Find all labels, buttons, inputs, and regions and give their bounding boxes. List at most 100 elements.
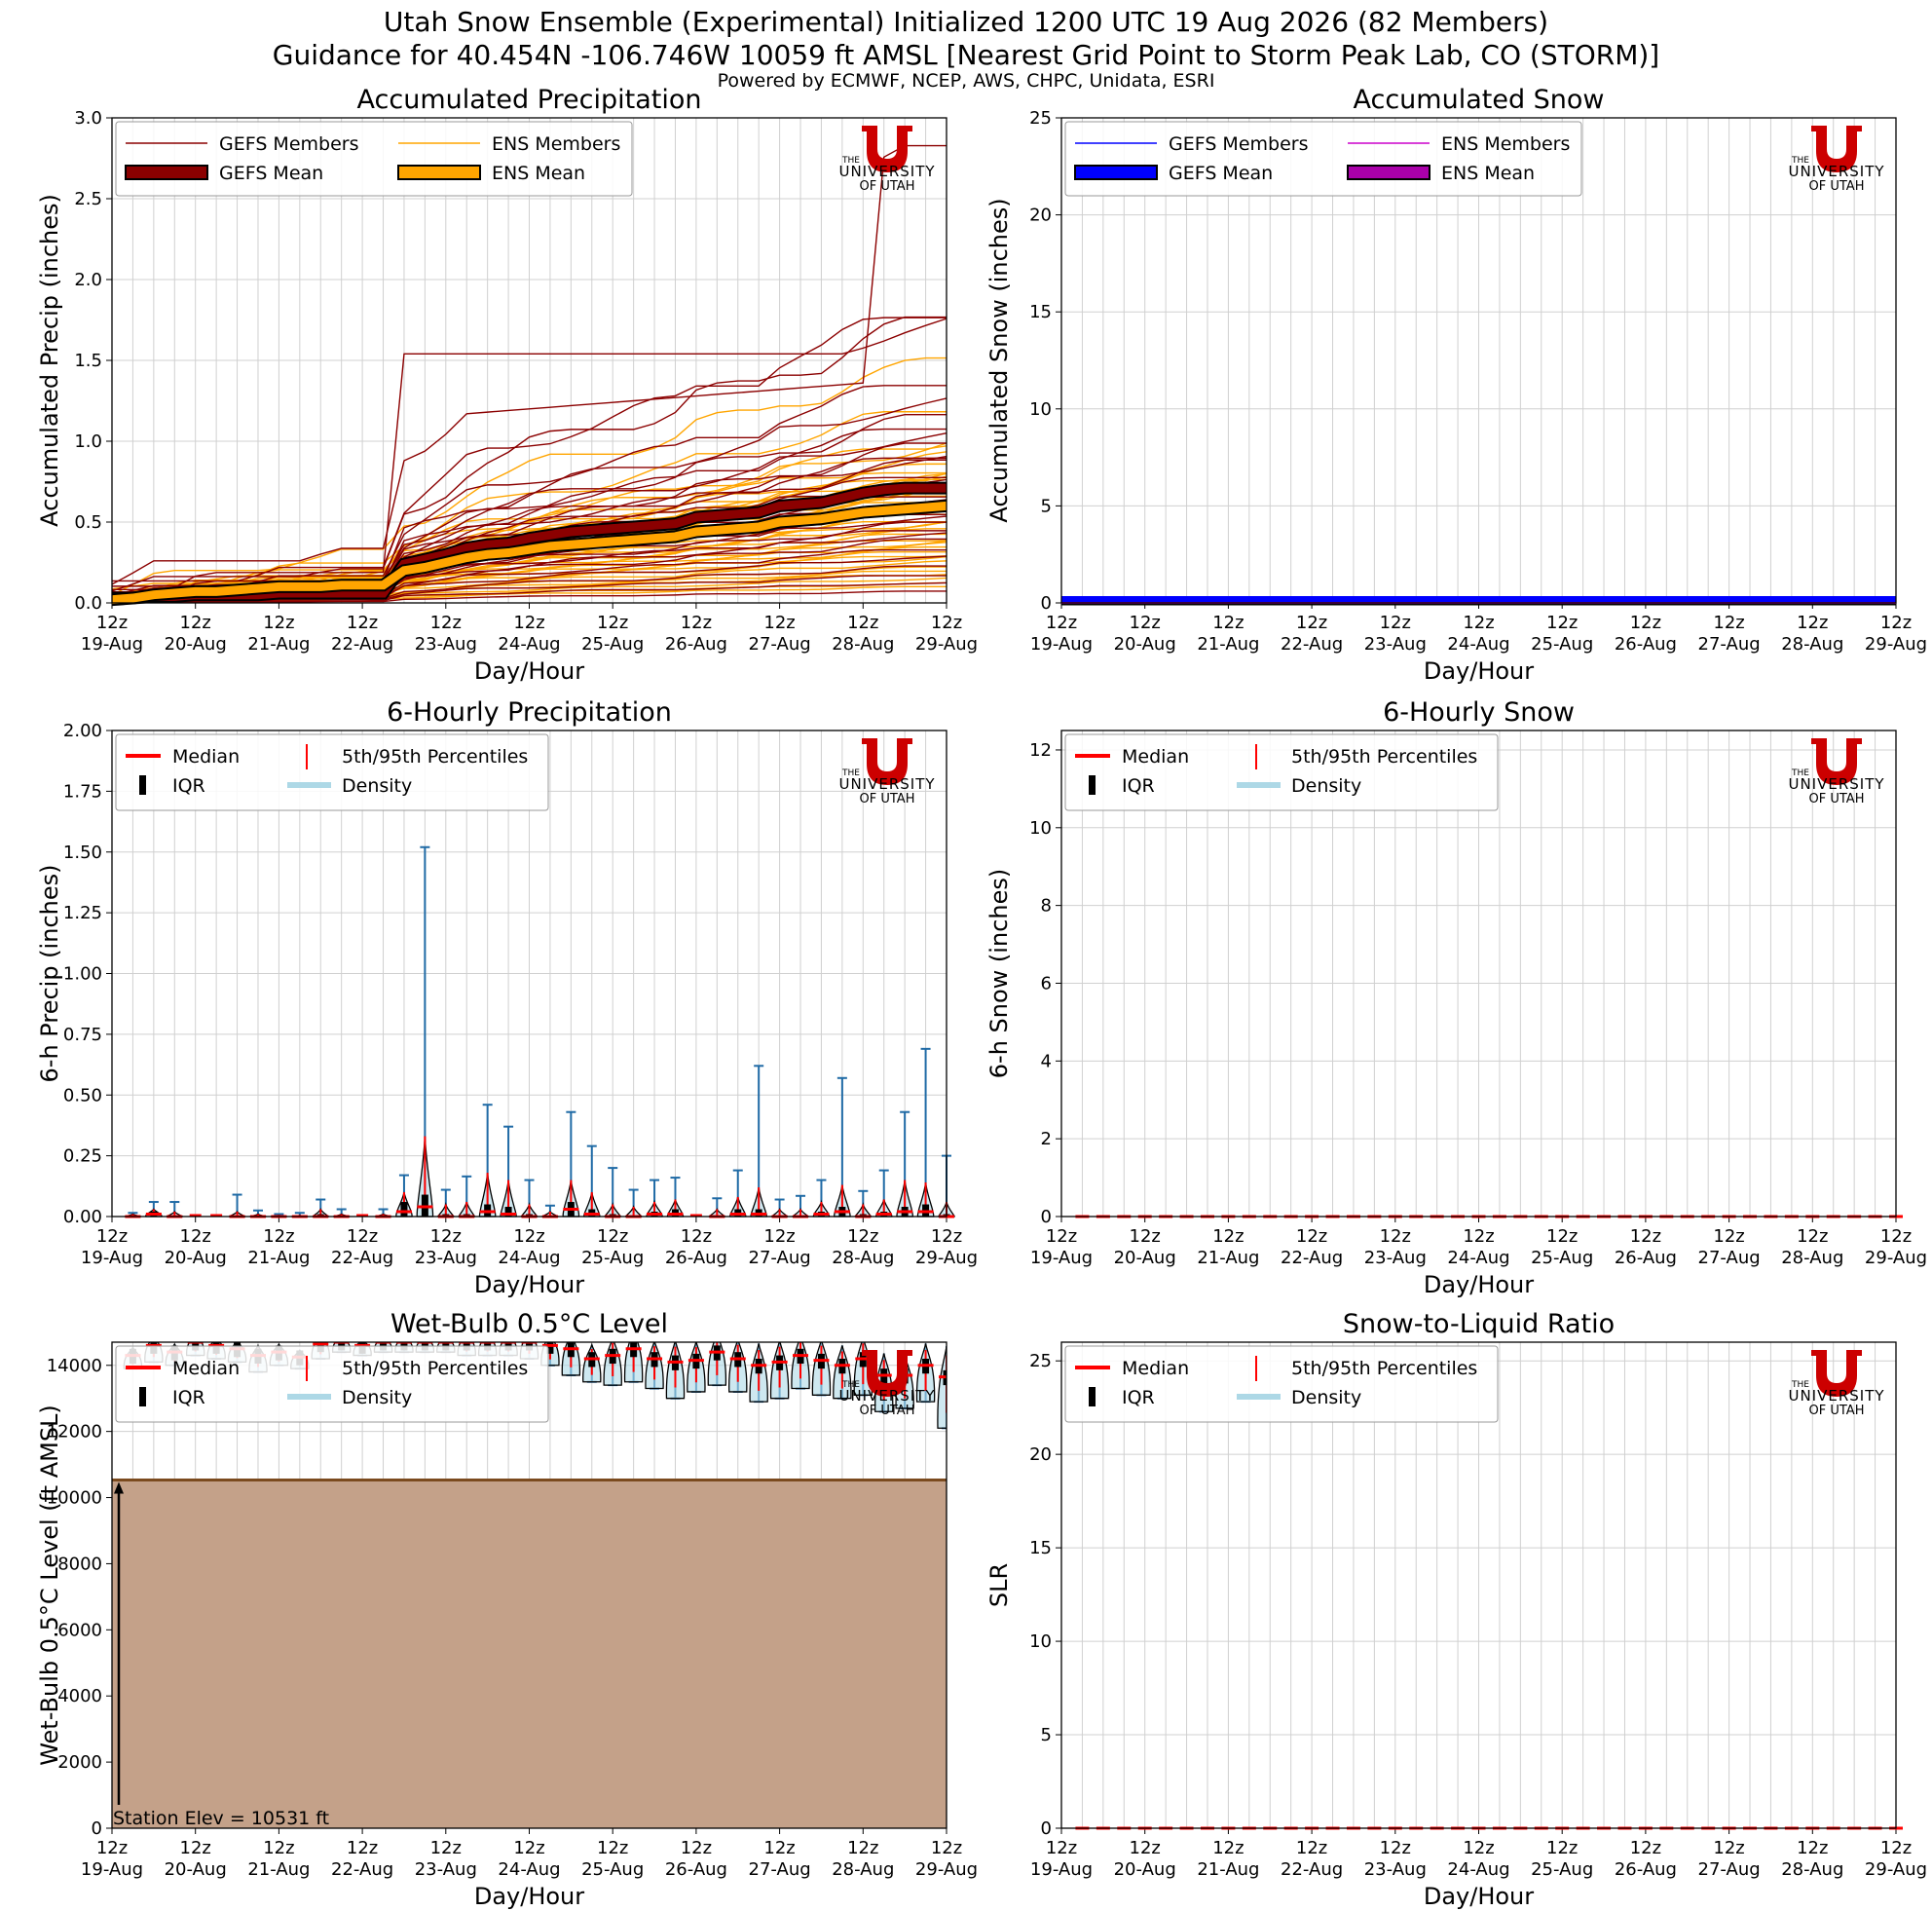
x-tick-day-label: 28-Aug	[832, 1859, 894, 1880]
x-tick-hour-label: 12z	[430, 1226, 462, 1247]
logo-u-mark	[1811, 1350, 1862, 1397]
legend-label: 5th/95th Percentiles	[342, 1358, 528, 1379]
y-tick-label: 8000	[57, 1554, 102, 1574]
x-tick-day-label: 25-Aug	[1531, 634, 1593, 655]
x-tick-hour-label: 12z	[96, 1838, 128, 1858]
x-tick-day-label: 26-Aug	[1615, 1859, 1677, 1880]
x-tick-hour-label: 12z	[1463, 613, 1494, 633]
ens-member-line	[112, 445, 947, 595]
x-tick-hour-label: 12z	[1296, 613, 1327, 633]
logo-u-mark	[862, 738, 912, 785]
x-tick-hour-label: 12z	[1463, 1226, 1494, 1247]
legend-label: Median	[172, 1358, 240, 1379]
x-tick-hour-label: 12z	[180, 1838, 211, 1858]
x-tick-day-label: 28-Aug	[1781, 634, 1843, 655]
y-tick-label: 2.0	[74, 270, 102, 290]
legend-label: 5th/95th Percentiles	[342, 746, 528, 768]
x-tick-hour-label: 12z	[1630, 1226, 1661, 1247]
logo-the: THE	[841, 1380, 860, 1390]
x-tick-day-label: 28-Aug	[832, 1248, 894, 1268]
y-tick-label: 0.75	[63, 1025, 102, 1045]
x-tick-day-label: 23-Aug	[1364, 634, 1427, 655]
x-tick-hour-label: 12z	[1212, 1838, 1244, 1858]
x-tick-day-label: 22-Aug	[1281, 634, 1343, 655]
logo-u-mark	[862, 126, 912, 172]
station-elev-arrowhead	[114, 1481, 124, 1494]
legend: GEFS Members ENS Members GEFS Mean ENS Mean	[1064, 121, 1582, 197]
legend-swatch-iqr	[139, 775, 146, 795]
x-tick-day-label: 26-Aug	[1615, 634, 1677, 655]
legend-label: Median	[172, 746, 240, 768]
y-tick-label: 0	[1041, 593, 1052, 614]
y-tick-label: 0.0	[74, 593, 102, 614]
x-tick-day-label: 22-Aug	[331, 1859, 393, 1880]
x-tick-day-label: 19-Aug	[1030, 634, 1093, 655]
logo-u-mark	[1811, 126, 1862, 172]
panel-title: Snow-to-Liquid Ratio	[1343, 1309, 1615, 1339]
x-tick-day-label: 23-Aug	[415, 1859, 477, 1880]
x-tick-hour-label: 12z	[430, 1838, 462, 1858]
legend-label: ENS Members	[492, 133, 620, 155]
x-tick-hour-label: 12z	[763, 613, 795, 633]
x-tick-hour-label: 12z	[1046, 1226, 1077, 1247]
legend-label: GEFS Members	[1169, 133, 1308, 155]
x-axis-label: Day/Hour	[474, 1883, 584, 1910]
legend-label: GEFS Mean	[219, 163, 323, 184]
y-tick-label: 1.5	[74, 351, 102, 371]
x-tick-day-label: 28-Aug	[832, 634, 894, 655]
y-tick-label: 1.0	[74, 431, 102, 452]
y-tick-label: 10	[1029, 818, 1052, 839]
panel-title: 6-Hourly Precipitation	[387, 697, 672, 728]
x-tick-hour-label: 12z	[1046, 613, 1077, 633]
y-tick-label: 0.50	[63, 1085, 102, 1105]
x-tick-hour-label: 12z	[931, 1838, 962, 1858]
y-tick-label: 2.00	[63, 721, 102, 741]
plot-border	[111, 730, 947, 1218]
x-axis-label: Day/Hour	[1424, 657, 1534, 685]
plot-border	[111, 1341, 947, 1829]
logo-university: UNIVERSITY	[838, 163, 935, 180]
legend-box	[1064, 733, 1499, 811]
figure-title-line2: Guidance for 40.454N -106.746W 10059 ft …	[272, 39, 1660, 71]
ground-fill	[112, 1480, 947, 1828]
x-tick-day-label: 24-Aug	[498, 1859, 560, 1880]
x-tick-day-label: 27-Aug	[1698, 634, 1761, 655]
x-tick-hour-label: 12z	[1880, 1226, 1912, 1247]
x-tick-day-label: 25-Aug	[1531, 1859, 1593, 1880]
plot-border	[1060, 730, 1897, 1218]
x-tick-day-label: 27-Aug	[749, 1859, 811, 1880]
x-axis-label: Day/Hour	[474, 1271, 584, 1298]
legend-label: Median	[1122, 1358, 1189, 1379]
y-tick-label: 3.0	[74, 108, 102, 129]
density-violin	[937, 1345, 947, 1429]
x-tick-hour-label: 12z	[1296, 1838, 1327, 1858]
x-tick-hour-label: 12z	[347, 1226, 378, 1247]
x-tick-day-label: 23-Aug	[415, 634, 477, 655]
legend-label: IQR	[172, 1387, 205, 1408]
y-tick-label: 2000	[57, 1752, 102, 1773]
x-axis-label: Day/Hour	[1424, 1271, 1534, 1298]
legend-box	[1064, 1345, 1499, 1423]
y-tick-label: 2.5	[74, 189, 102, 209]
x-tick-hour-label: 12z	[1797, 1838, 1828, 1858]
x-tick-hour-label: 12z	[931, 613, 962, 633]
x-tick-hour-label: 12z	[96, 1226, 128, 1247]
y-tick-label: 1.50	[63, 843, 102, 863]
legend-box	[115, 733, 549, 811]
ens-mean-line	[111, 501, 947, 605]
logo-u-mark	[1811, 738, 1862, 785]
x-tick-hour-label: 12z	[513, 613, 544, 633]
legend-label: IQR	[1122, 1387, 1155, 1408]
wetbulb-violins	[112, 1342, 947, 1828]
x-tick-day-label: 20-Aug	[165, 1248, 227, 1268]
y-tick-label: 6	[1041, 973, 1052, 993]
y-tick-label: 0	[92, 1818, 102, 1839]
logo-of-utah: OF UTAH	[1809, 1404, 1865, 1418]
x-tick-day-label: 24-Aug	[1447, 1859, 1509, 1880]
x-tick-hour-label: 12z	[597, 1838, 628, 1858]
x-tick-day-label: 25-Aug	[581, 1859, 644, 1880]
